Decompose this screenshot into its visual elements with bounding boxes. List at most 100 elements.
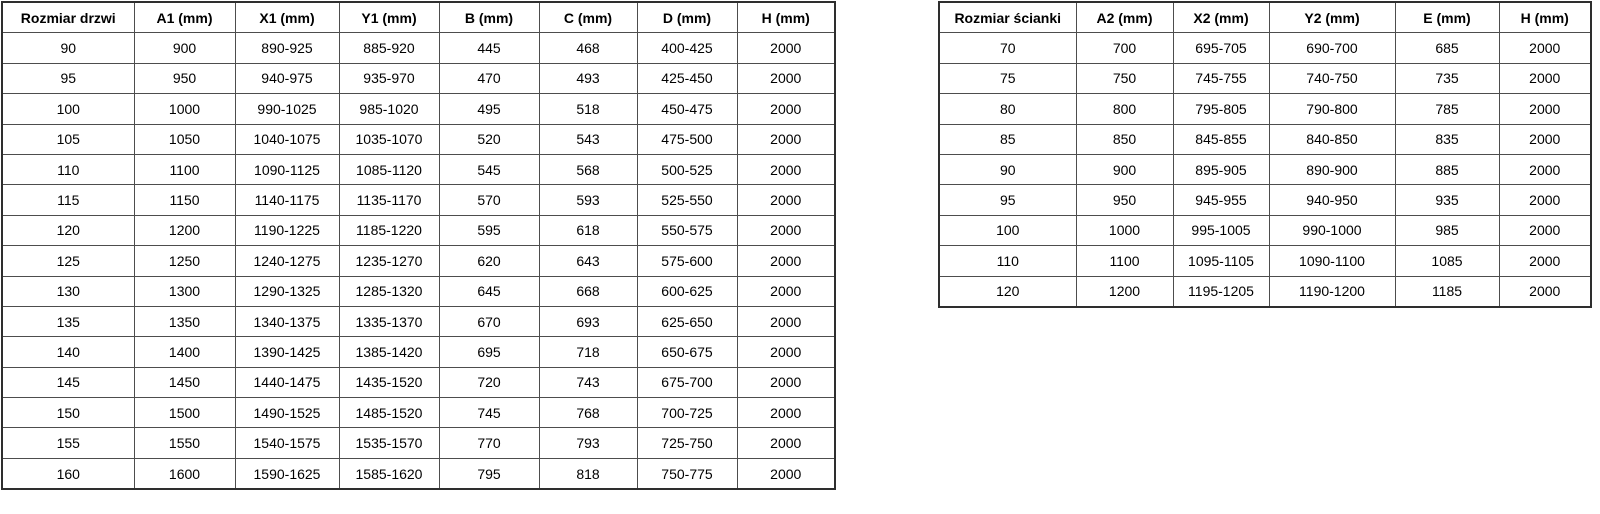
table-row: 145 1450 1440-1475 1435-1520 720 743 675-700 20… (1, 366, 836, 399)
table-cell: 1285-1320 (338, 275, 440, 307)
table-row: 80 800 795-805 790-800 785 2000 (938, 93, 1592, 125)
table-cell: 1085 (1394, 245, 1500, 277)
wall-table-body: 70 700 695-705 690-700 685 2000 75 750 745-755 74… (938, 32, 1592, 308)
table-cell: 1385-1420 (338, 336, 440, 368)
column-header: A2 (mm) (1075, 1, 1174, 34)
table-cell: 105 (1, 123, 135, 155)
table-cell: 2000 (1498, 153, 1592, 186)
table-cell: 1300 (133, 275, 236, 307)
table-cell: 2000 (736, 153, 836, 186)
table-cell: 785 (1394, 93, 1500, 125)
table-cell: 1000 (1075, 214, 1174, 247)
table-cell: 1340-1375 (234, 305, 340, 338)
table-cell: 743 (538, 366, 638, 399)
table-row: 90 900 895-905 890-900 885 2000 (938, 153, 1592, 186)
table-cell: 1535-1570 (338, 427, 440, 459)
table-cell: 1190-1200 (1268, 275, 1396, 308)
table-cell: 1390-1425 (234, 336, 340, 368)
table-cell: 1500 (133, 397, 236, 429)
table-cell: 120 (938, 275, 1077, 308)
wall-size-table: Rozmiar ścianki A2 (mm) X2 (mm) Y2 (mm) E (m… (938, 1, 1592, 308)
table-cell: 2000 (1498, 123, 1592, 155)
table-cell: 690-700 (1268, 32, 1396, 64)
column-header: B (mm) (438, 1, 540, 34)
table-row: 95 950 945-955 940-950 935 2000 (938, 184, 1592, 216)
table-cell: 1185 (1394, 275, 1500, 308)
table-cell: 2000 (1498, 275, 1592, 308)
table-cell: 1195-1205 (1172, 275, 1270, 308)
table-cell: 593 (538, 184, 638, 216)
table-cell: 1185-1220 (338, 214, 440, 247)
table-cell: 100 (938, 214, 1077, 247)
table-cell: 145 (1, 366, 135, 399)
table-cell: 2000 (1498, 214, 1592, 247)
table-row: 150 1500 1490-1525 1485-1520 745 768 700-725 20… (1, 397, 836, 429)
table-cell: 845-855 (1172, 123, 1270, 155)
table-cell: 150 (1, 397, 135, 429)
column-header: H (mm) (1498, 1, 1592, 34)
table-row: 95 950 940-975 935-970 470 493 425-450 2000 (1, 62, 836, 95)
table-cell: 795-805 (1172, 93, 1270, 125)
table-row: 130 1300 1290-1325 1285-1320 645 668 600-625 20… (1, 275, 836, 307)
table-cell: 885-920 (338, 32, 440, 64)
table-cell: 2000 (736, 62, 836, 95)
table-cell: 600-625 (636, 275, 738, 307)
table-cell: 620 (438, 245, 540, 277)
table-cell: 1150 (133, 184, 236, 216)
table-cell: 95 (938, 184, 1077, 216)
table-cell: 995-1005 (1172, 214, 1270, 247)
table-row: 155 1550 1540-1575 1535-1570 770 793 725-750 20… (1, 427, 836, 459)
table-cell: 570 (438, 184, 540, 216)
table-cell: 1200 (1075, 275, 1174, 308)
table-cell: 768 (538, 397, 638, 429)
table-cell: 770 (438, 427, 540, 459)
table-cell: 800 (1075, 93, 1174, 125)
table-cell: 2000 (1498, 32, 1592, 64)
table-cell: 525-550 (636, 184, 738, 216)
table-cell: 675-700 (636, 366, 738, 399)
table-row: 85 850 845-855 840-850 835 2000 (938, 123, 1592, 155)
table-cell: 725-750 (636, 427, 738, 459)
column-header: A1 (mm) (133, 1, 236, 34)
table-row: 110 1100 1095-1105 1090-1100 1085 2000 (938, 245, 1592, 277)
table-row: 120 1200 1195-1205 1190-1200 1185 2000 (938, 275, 1592, 308)
table-cell: 685 (1394, 32, 1500, 64)
table-cell: 890-925 (234, 32, 340, 64)
table-cell: 120 (1, 214, 135, 247)
table-cell: 750-775 (636, 457, 738, 490)
table-cell: 1250 (133, 245, 236, 277)
table-row: 135 1350 1340-1375 1335-1370 670 693 625-650 20… (1, 305, 836, 338)
table-cell: 1240-1275 (234, 245, 340, 277)
table-cell: 1435-1520 (338, 366, 440, 399)
table-row: 70 700 695-705 690-700 685 2000 (938, 32, 1592, 64)
table-cell: 1450 (133, 366, 236, 399)
table-cell: 2000 (736, 457, 836, 490)
table-cell: 115 (1, 184, 135, 216)
table-cell: 720 (438, 366, 540, 399)
table-cell: 2000 (736, 336, 836, 368)
table-cell: 643 (538, 245, 638, 277)
table-cell: 468 (538, 32, 638, 64)
column-header: D (mm) (636, 1, 738, 34)
table-row: 160 1600 1590-1625 1585-1620 795 818 750-775 20… (1, 457, 836, 490)
table-cell: 110 (938, 245, 1077, 277)
table-cell: 900 (133, 32, 236, 64)
table-cell: 1440-1475 (234, 366, 340, 399)
table-cell: 700 (1075, 32, 1174, 64)
table-cell: 745 (438, 397, 540, 429)
table-cell: 1140-1175 (234, 184, 340, 216)
table-cell: 650-675 (636, 336, 738, 368)
table-cell: 950 (1075, 184, 1174, 216)
column-header: Y1 (mm) (338, 1, 440, 34)
table-cell: 470 (438, 62, 540, 95)
table-cell: 1290-1325 (234, 275, 340, 307)
table-cell: 85 (938, 123, 1077, 155)
table-cell: 70 (938, 32, 1077, 64)
table-cell: 545 (438, 153, 540, 186)
table-cell: 835 (1394, 123, 1500, 155)
table-cell: 1335-1370 (338, 305, 440, 338)
table-cell: 1350 (133, 305, 236, 338)
wall-table-header: Rozmiar ścianki A2 (mm) X2 (mm) Y2 (mm) E (m… (938, 1, 1592, 34)
table-cell: 795 (438, 457, 540, 490)
table-cell: 95 (1, 62, 135, 95)
